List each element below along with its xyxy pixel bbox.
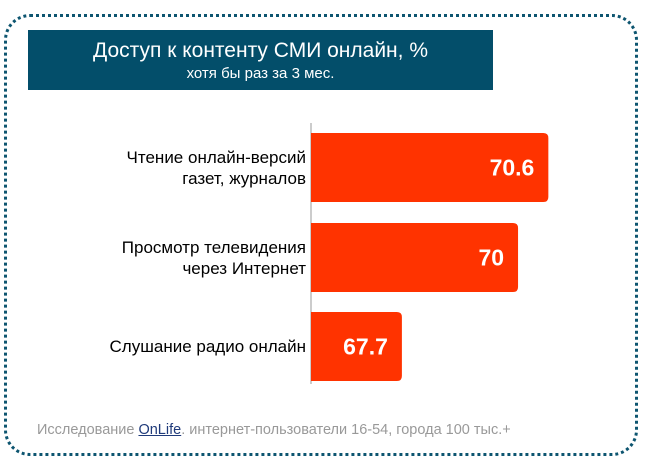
chart-subtitle: хотя бы раз за 3 мес. [186, 65, 335, 82]
category-label: Чтение онлайн-версий газет, журналов [127, 147, 306, 189]
category-label-line: Чтение онлайн-версий [126, 147, 306, 167]
bar-value-label: 67.7 [343, 334, 388, 360]
footer-prefix: Исследование [37, 422, 139, 438]
category-label: Просмотр телевидения через Интернет [122, 237, 306, 279]
bar-value-label: 70 [478, 245, 504, 271]
dotted-frame [4, 14, 638, 456]
category-label-line: газет, журналов [182, 168, 306, 188]
footer-suffix: . интернет-пользователи 16-54, города 10… [181, 422, 511, 438]
onlife-link[interactable]: OnLife [138, 422, 182, 438]
title-banner: Доступ к контенту СМИ онлайн, % хотя бы … [28, 30, 493, 90]
bar [311, 312, 402, 381]
category-label-line: Слушание радио онлайн [109, 337, 306, 356]
category-label-line: через Интернет [182, 258, 306, 278]
category-label: Слушание радио онлайн [110, 336, 306, 357]
bar [311, 133, 549, 202]
footer-note: Исследование OnLife. интернет-пользовате… [37, 422, 511, 438]
bar [311, 223, 519, 292]
category-label-line: Просмотр телевидения [121, 237, 306, 257]
bar-value-label: 70.6 [490, 155, 535, 181]
chart-title: Доступ к контенту СМИ онлайн, % [93, 39, 428, 62]
